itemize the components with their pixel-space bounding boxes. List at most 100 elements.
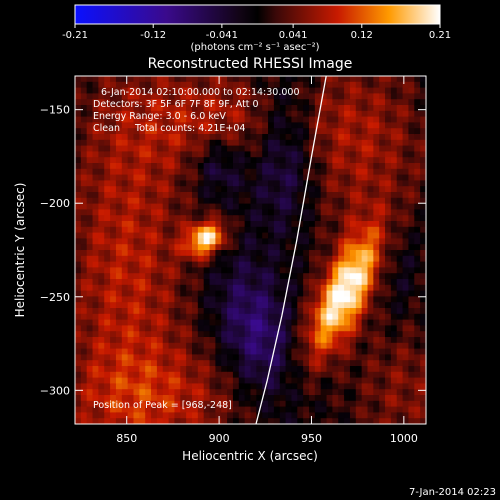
heatmap-cell — [121, 325, 129, 332]
heatmap-cell — [197, 354, 205, 361]
heatmap-cell — [379, 221, 386, 228]
heatmap-cell — [367, 174, 374, 181]
heatmap-cell — [86, 267, 94, 274]
heatmap-cell — [92, 134, 99, 141]
heatmap-cell — [104, 377, 111, 384]
heatmap-cell — [80, 296, 88, 303]
heatmap-cell — [262, 226, 269, 234]
heatmap-cell — [238, 139, 246, 147]
heatmap-cell — [268, 105, 275, 112]
heatmap-cell — [156, 244, 164, 251]
heatmap-cell — [338, 163, 345, 170]
heatmap-cell — [203, 174, 211, 181]
heatmap-cell — [309, 139, 316, 147]
heatmap-cell — [373, 406, 380, 413]
heatmap-cell — [221, 290, 228, 297]
heatmap-cell — [156, 226, 164, 234]
heatmap-cell — [145, 221, 152, 228]
heatmap-cell — [127, 122, 135, 129]
heatmap-cell — [139, 284, 146, 292]
heatmap-cell — [227, 302, 234, 309]
heatmap-cell — [309, 197, 316, 205]
heatmap-cell — [291, 377, 298, 384]
heatmap-cell — [75, 134, 82, 141]
heatmap-cell — [367, 261, 374, 268]
heatmap-cell — [145, 134, 152, 141]
heatmap-cell — [385, 331, 392, 338]
heatmap-cell — [273, 302, 281, 309]
heatmap-cell — [215, 377, 222, 384]
heatmap-cell — [268, 395, 275, 402]
heatmap-cell — [332, 406, 339, 413]
heatmap-cell — [390, 145, 398, 152]
heatmap-cell — [344, 244, 351, 251]
heatmap-cell — [75, 180, 82, 187]
heatmap-cell — [197, 122, 205, 129]
heatmap-cell — [151, 250, 158, 257]
heatmap-cell — [268, 197, 275, 205]
heatmap-cell — [379, 412, 386, 419]
heatmap-cell — [390, 308, 398, 315]
heatmap-cell — [215, 203, 222, 210]
heatmap-cell — [104, 145, 111, 152]
heatmap-cell — [127, 308, 135, 315]
heatmap-cell — [133, 418, 140, 424]
heatmap-cell — [338, 360, 345, 367]
heatmap-cell — [385, 192, 392, 199]
heatmap-cell — [303, 377, 310, 384]
heatmap-cell — [332, 325, 339, 332]
heatmap-cell — [92, 337, 99, 344]
heatmap-cell — [86, 354, 94, 361]
heatmap-cell — [162, 99, 170, 106]
heatmap-cell — [338, 302, 345, 309]
heatmap-cell — [227, 337, 234, 344]
heatmap-cell — [262, 273, 269, 280]
heatmap-cell — [180, 290, 187, 297]
heatmap-cell — [244, 325, 252, 332]
heatmap-cell — [162, 395, 170, 402]
heatmap-cell — [156, 128, 164, 135]
heatmap-cell — [227, 226, 234, 234]
heatmap-cell — [232, 250, 240, 257]
heatmap-cell — [98, 81, 105, 89]
heatmap-cell — [197, 244, 205, 251]
heatmap-cell — [320, 209, 328, 216]
heatmap-cell — [309, 105, 316, 112]
heatmap-cell — [390, 197, 398, 205]
heatmap-cell — [115, 139, 123, 147]
heatmap-cell — [192, 116, 199, 123]
heatmap-cell — [192, 395, 199, 402]
heatmap-cell — [127, 383, 135, 390]
heatmap-cell — [402, 139, 410, 147]
heatmap-cell — [361, 110, 369, 118]
heatmap-cell — [156, 273, 164, 280]
heatmap-cell — [344, 342, 351, 350]
heatmap-cell — [110, 93, 117, 100]
heatmap-cell — [192, 76, 199, 83]
heatmap-cell — [338, 284, 345, 292]
heatmap-cell — [221, 337, 228, 344]
heatmap-cell — [361, 128, 369, 135]
heatmap-cell — [121, 302, 129, 309]
heatmap-cell — [151, 203, 158, 210]
heatmap-cell — [180, 383, 187, 390]
heatmap-cell — [326, 186, 333, 193]
heatmap-cell — [420, 389, 426, 396]
heatmap-cell — [279, 342, 287, 350]
heatmap-cell — [338, 279, 345, 286]
heatmap-cell — [373, 145, 380, 152]
heatmap-cell — [203, 371, 211, 379]
heatmap-cell — [303, 110, 310, 118]
heatmap-cell — [268, 308, 275, 315]
heatmap-cell — [420, 371, 426, 379]
heatmap-cell — [349, 174, 357, 181]
heatmap-cell — [186, 255, 193, 263]
heatmap-cell — [127, 139, 135, 147]
heatmap-cell — [238, 400, 246, 408]
heatmap-cell — [256, 360, 263, 367]
heatmap-cell — [186, 105, 193, 112]
heatmap-cell — [268, 313, 275, 321]
heatmap-cell — [262, 279, 269, 286]
heatmap-cell — [75, 128, 82, 135]
heatmap-cell — [151, 110, 158, 118]
